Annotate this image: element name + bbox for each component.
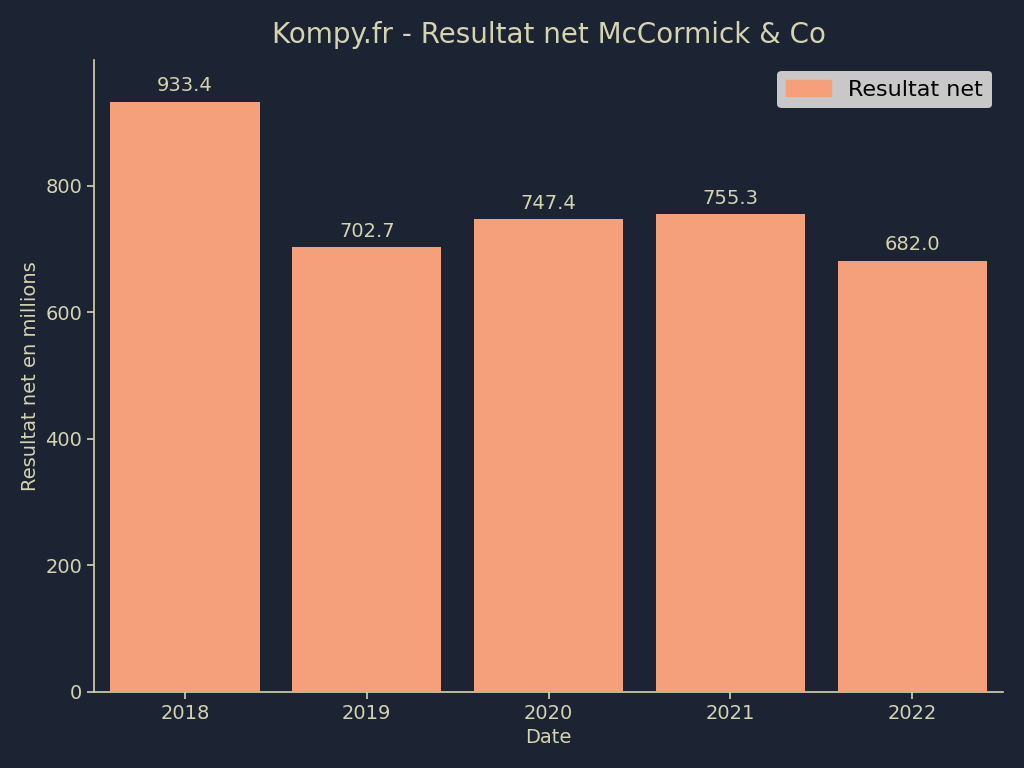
Bar bbox=[111, 101, 259, 692]
Legend: Resultat net: Resultat net bbox=[777, 71, 992, 108]
Text: 933.4: 933.4 bbox=[157, 76, 213, 95]
Title: Kompy.fr - Resultat net McCormick & Co: Kompy.fr - Resultat net McCormick & Co bbox=[271, 21, 825, 49]
Bar bbox=[474, 219, 624, 692]
Bar bbox=[838, 260, 987, 692]
Text: 702.7: 702.7 bbox=[339, 222, 394, 241]
Bar bbox=[656, 214, 805, 692]
Text: 682.0: 682.0 bbox=[885, 235, 940, 254]
Text: 747.4: 747.4 bbox=[521, 194, 577, 213]
Text: 755.3: 755.3 bbox=[702, 189, 759, 208]
Y-axis label: Resultat net en millions: Resultat net en millions bbox=[20, 261, 40, 491]
X-axis label: Date: Date bbox=[525, 728, 571, 747]
Bar bbox=[292, 247, 441, 692]
